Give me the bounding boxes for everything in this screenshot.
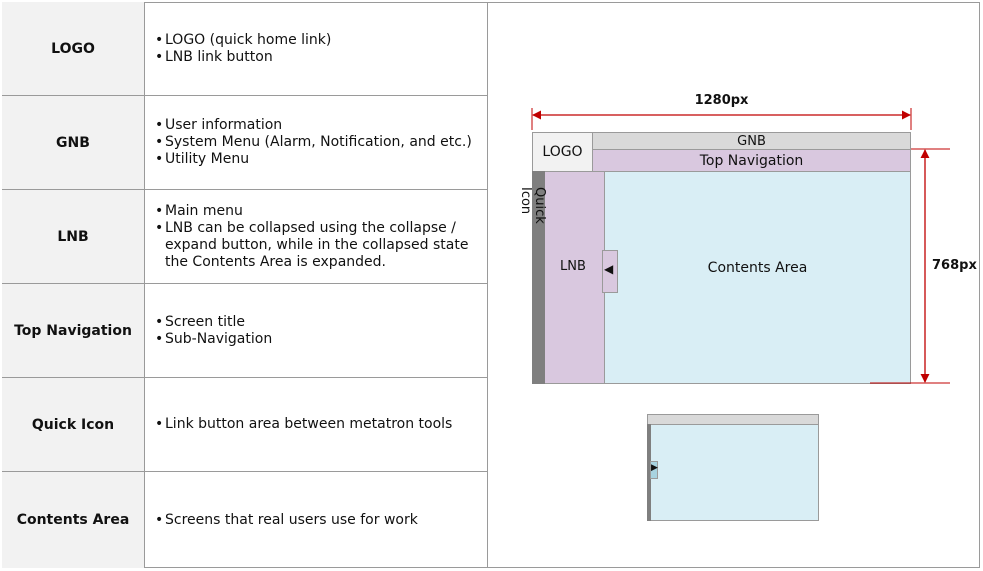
bullet: • Screens that real users use for work — [155, 512, 480, 529]
bullet-text: LOGO (quick home link) — [165, 31, 332, 48]
bullet-text: Screen title — [165, 313, 245, 330]
row-label: Quick Icon — [2, 378, 145, 471]
bullet-text: User information — [165, 117, 283, 133]
row-desc: • Main menu • LNB can be collapsed using t… — [145, 190, 488, 283]
row-top-navigation: Top Navigation • Screen title • Sub-Naviga… — [2, 284, 488, 378]
height-dimension-label: 768px — [932, 258, 977, 273]
logo-region: LOGO — [532, 132, 593, 172]
contents-area-label: Contents Area — [707, 260, 808, 276]
bullet-text: LNB link button — [165, 48, 273, 65]
bullet: • System Menu (Alarm, Notification, and e… — [155, 134, 480, 151]
row-desc: • Link button area between metatron tools — [145, 378, 488, 471]
bullet-text: Link button area between metatron tools — [165, 416, 453, 432]
lnb-label: LNB — [560, 259, 586, 274]
row-label: Top Navigation — [2, 284, 145, 377]
row-desc: • User information • System Menu (Alarm, N… — [145, 96, 488, 189]
bullet-text: Utility Menu — [165, 151, 250, 167]
bullet: • Sub-Navigation — [155, 331, 480, 348]
lnb-expand-toggle — [650, 461, 658, 479]
bullet-text: Sub-Navigation — [165, 330, 273, 347]
component-table: LOGO • LOGO (quick home link) • LNB link b… — [2, 2, 488, 568]
bullet: • LNB can be collapsed using the collapse… — [155, 220, 480, 271]
quick-icon-region — [532, 171, 545, 384]
top-navigation-region: Top Navigation — [592, 149, 911, 172]
bullet: • Link button area between metatron tools — [155, 416, 480, 433]
bullet-text: Screens that real users use for work — [165, 511, 418, 528]
contents-area-region — [604, 171, 911, 384]
lnb-region — [544, 171, 605, 384]
row-label: GNB — [2, 96, 145, 189]
bullet: • LOGO (quick home link) — [155, 32, 480, 49]
bullet-text: System Menu (Alarm, Notification, and et… — [165, 134, 472, 150]
row-gnb: GNB • User information • System Menu (Alar… — [2, 96, 488, 190]
row-label: LNB — [2, 190, 145, 283]
lnb-collapse-toggle — [602, 250, 618, 293]
bullet: • Screen title — [155, 314, 480, 331]
row-contents-area: Contents Area • Screens that real users u… — [2, 472, 488, 568]
row-desc: • Screen title • Sub-Navigation — [145, 284, 488, 377]
collapse-arrow-icon: ◀ — [604, 262, 614, 276]
bullet: • Utility Menu — [155, 151, 480, 168]
row-lnb: LNB • Main menu • LNB can be collapsed usi… — [2, 190, 488, 284]
gnb-label: GNB — [737, 133, 766, 149]
collapsed-contents-region — [647, 424, 819, 521]
expand-arrow-icon: ▶ — [651, 463, 658, 473]
bullet: • LNB link button — [155, 49, 480, 66]
bullet-text: Main menu — [165, 202, 243, 219]
quick-icon-label: Quick Icon — [518, 187, 547, 224]
row-desc: • LOGO (quick home link) • LNB link button — [145, 2, 488, 95]
width-dimension-label: 1280px — [694, 93, 749, 108]
gnb-region: GNB — [592, 132, 911, 150]
column-divider — [487, 2, 488, 568]
bullet: • User information — [155, 117, 480, 134]
bullet: • Main menu — [155, 203, 480, 220]
row-quick-icon: Quick Icon • Link button area between met… — [2, 378, 488, 472]
bullet-text: LNB can be collapsed using the collapse … — [165, 219, 469, 270]
row-label: LOGO — [2, 2, 145, 95]
row-logo: LOGO • LOGO (quick home link) • LNB link b… — [2, 2, 488, 96]
row-desc: • Screens that real users use for work — [145, 472, 488, 568]
top-navigation-label: Top Navigation — [699, 152, 804, 169]
row-label: Contents Area — [2, 472, 145, 568]
logo-label: LOGO — [542, 144, 583, 160]
